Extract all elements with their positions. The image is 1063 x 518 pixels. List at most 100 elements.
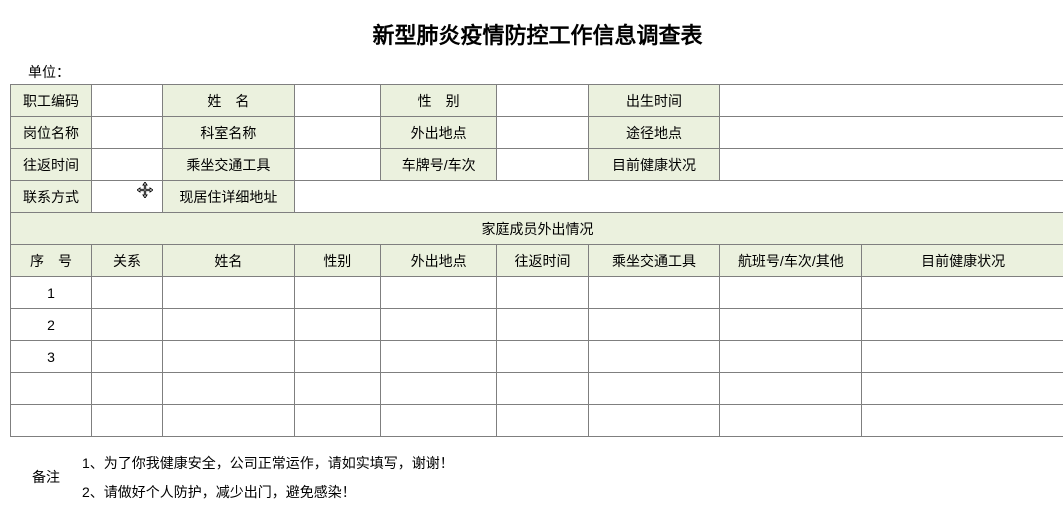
fh-rel: 关系 — [92, 245, 163, 277]
fr-sex[interactable] — [294, 341, 380, 373]
lbl-health: 目前健康状况 — [588, 149, 720, 181]
fr-health[interactable] — [862, 277, 1063, 309]
fh-name: 姓名 — [163, 245, 295, 277]
fr-name[interactable] — [163, 277, 295, 309]
fr-sex[interactable] — [294, 405, 380, 437]
footer: 备注 1、为了你我健康安全，公司正常运作，请如实填写，谢谢！ 2、请做好个人防护… — [10, 437, 1063, 508]
survey-form: 新型肺炎疫情防控工作信息调查表 单位： 职工编码 姓 名 性 别 出生时间 岗位… — [10, 10, 1063, 508]
family-row: 3 — [11, 341, 1063, 373]
val-health[interactable] — [720, 149, 1063, 181]
fh-flight: 航班号/车次/其他 — [720, 245, 862, 277]
footer-notes: 1、为了你我健康安全，公司正常运作，请如实填写，谢谢！ 2、请做好个人防护，减少… — [82, 449, 454, 508]
section-title: 家庭成员外出情况 — [11, 213, 1063, 245]
fr-health[interactable] — [862, 405, 1063, 437]
page-title: 新型肺炎疫情防控工作信息调查表 — [10, 10, 1063, 62]
val-post[interactable] — [92, 117, 163, 149]
fh-loc: 外出地点 — [380, 245, 497, 277]
lbl-post: 岗位名称 — [11, 117, 92, 149]
fr-trip[interactable] — [497, 405, 588, 437]
lbl-transport: 乘坐交通工具 — [163, 149, 295, 181]
fr-trip[interactable] — [497, 309, 588, 341]
fr-rel[interactable] — [92, 277, 163, 309]
fr-trip[interactable] — [497, 373, 588, 405]
fh-no: 序 号 — [11, 245, 92, 277]
fr-loc[interactable] — [380, 277, 497, 309]
val-emp-id[interactable] — [92, 85, 163, 117]
main-table: 职工编码 姓 名 性 别 出生时间 岗位名称 科室名称 外出地点 途径地点 往返… — [10, 84, 1063, 437]
fr-rel[interactable] — [92, 373, 163, 405]
fh-sex: 性别 — [294, 245, 380, 277]
family-row: 1 — [11, 277, 1063, 309]
fh-trip: 往返时间 — [497, 245, 588, 277]
row-section: 家庭成员外出情况 — [11, 213, 1063, 245]
fr-trans[interactable] — [588, 277, 720, 309]
unit-label: 单位： — [10, 62, 1063, 84]
fr-name[interactable] — [163, 309, 295, 341]
fr-no[interactable]: 3 — [11, 341, 92, 373]
row-trip: 往返时间 乘坐交通工具 车牌号/车次 目前健康状况 — [11, 149, 1063, 181]
lbl-triptime: 往返时间 — [11, 149, 92, 181]
val-plate[interactable] — [497, 149, 588, 181]
fr-rel[interactable] — [92, 405, 163, 437]
fr-trip[interactable] — [497, 277, 588, 309]
fr-health[interactable] — [862, 309, 1063, 341]
row-post: 岗位名称 科室名称 外出地点 途径地点 — [11, 117, 1063, 149]
fr-sex[interactable] — [294, 309, 380, 341]
fr-trans[interactable] — [588, 309, 720, 341]
lbl-emp-id: 职工编码 — [11, 85, 92, 117]
family-header: 序 号 关系 姓名 性别 外出地点 往返时间 乘坐交通工具 航班号/车次/其他 … — [11, 245, 1063, 277]
fr-loc[interactable] — [380, 341, 497, 373]
fr-no[interactable] — [11, 405, 92, 437]
family-row — [11, 405, 1063, 437]
fr-flight[interactable] — [720, 341, 862, 373]
fr-rel[interactable] — [92, 309, 163, 341]
lbl-plate: 车牌号/车次 — [380, 149, 497, 181]
lbl-outloc: 外出地点 — [380, 117, 497, 149]
note-1: 1、为了你我健康安全，公司正常运作，请如实填写，谢谢！ — [82, 449, 454, 478]
fr-name[interactable] — [163, 373, 295, 405]
val-triptime[interactable] — [92, 149, 163, 181]
lbl-contact: 联系方式 — [11, 181, 92, 213]
lbl-gender: 性 别 — [380, 85, 497, 117]
fr-no[interactable]: 1 — [11, 277, 92, 309]
row-employee: 职工编码 姓 名 性 别 出生时间 — [11, 85, 1063, 117]
fr-no[interactable] — [11, 373, 92, 405]
fr-trip[interactable] — [497, 341, 588, 373]
fr-sex[interactable] — [294, 277, 380, 309]
fr-sex[interactable] — [294, 373, 380, 405]
lbl-route: 途径地点 — [588, 117, 720, 149]
fh-health: 目前健康状况 — [862, 245, 1063, 277]
val-contact[interactable] — [92, 181, 163, 213]
lbl-dept: 科室名称 — [163, 117, 295, 149]
note-2: 2、请做好个人防护，减少出门，避免感染！ — [82, 478, 454, 507]
lbl-name: 姓 名 — [163, 85, 295, 117]
val-transport[interactable] — [294, 149, 380, 181]
val-name[interactable] — [294, 85, 380, 117]
fr-loc[interactable] — [380, 405, 497, 437]
fr-rel[interactable] — [92, 341, 163, 373]
row-contact: 联系方式 现居住详细地址 — [11, 181, 1063, 213]
fr-loc[interactable] — [380, 373, 497, 405]
fr-loc[interactable] — [380, 309, 497, 341]
fr-name[interactable] — [163, 341, 295, 373]
fr-flight[interactable] — [720, 405, 862, 437]
fr-health[interactable] — [862, 341, 1063, 373]
val-gender[interactable] — [497, 85, 588, 117]
fr-flight[interactable] — [720, 309, 862, 341]
family-row: 2 — [11, 309, 1063, 341]
fr-name[interactable] — [163, 405, 295, 437]
fr-trans[interactable] — [588, 405, 720, 437]
fr-flight[interactable] — [720, 277, 862, 309]
val-dept[interactable] — [294, 117, 380, 149]
val-route[interactable] — [720, 117, 1063, 149]
fr-health[interactable] — [862, 373, 1063, 405]
fr-trans[interactable] — [588, 341, 720, 373]
fh-trans: 乘坐交通工具 — [588, 245, 720, 277]
val-birth[interactable] — [720, 85, 1063, 117]
fr-trans[interactable] — [588, 373, 720, 405]
val-address[interactable] — [294, 181, 1063, 213]
fr-no[interactable]: 2 — [11, 309, 92, 341]
lbl-birth: 出生时间 — [588, 85, 720, 117]
fr-flight[interactable] — [720, 373, 862, 405]
val-outloc[interactable] — [497, 117, 588, 149]
